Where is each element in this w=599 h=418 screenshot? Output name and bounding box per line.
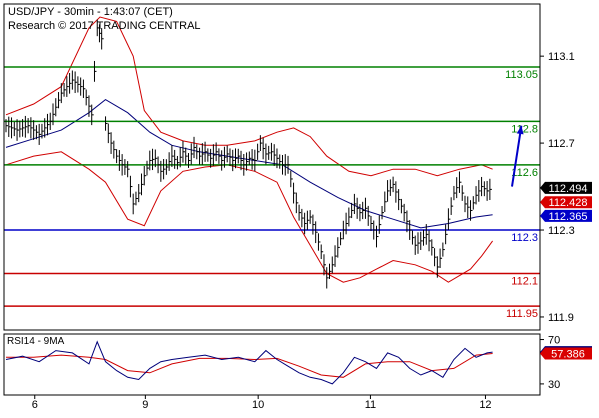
y-tick-label: 111.9 — [548, 312, 574, 324]
x-tick-label: 10 — [252, 399, 264, 411]
x-tick-label: 12 — [479, 399, 491, 411]
rsi-ma-line — [6, 353, 493, 378]
rsi-tag-bg-1 — [540, 347, 592, 360]
y-tick-label: 113.1 — [548, 51, 575, 63]
support-resistance-levels: 113.05 112.8 112.6 112.3 112.1 111.95 — [4, 66, 540, 320]
rsi-series — [5, 340, 493, 385]
price-tag-label-2: 112.365 — [549, 211, 588, 223]
level-label-0: 113.05 — [505, 69, 538, 81]
price-tag-bg-2 — [540, 209, 592, 222]
lower-band-line — [5, 151, 494, 283]
level-label-4: 112.1 — [511, 275, 538, 287]
x-tick-label: 6 — [32, 399, 38, 411]
level-label-1: 112.8 — [511, 123, 538, 135]
y-tick-label: 112.3 — [548, 225, 575, 237]
rsi-tick-label: 70 — [548, 335, 560, 347]
level-label-3: 112.3 — [511, 232, 538, 244]
rsi-tag-label-1: 57.386 — [551, 349, 585, 361]
price-tag-label-0: 112.494 — [549, 183, 588, 195]
rsi-plot-border — [3, 333, 541, 396]
x-tick-label: 11 — [365, 399, 376, 411]
arrow-head — [516, 125, 524, 135]
bollinger-bands — [5, 16, 494, 283]
axis-ticks: 111.9 112.3 112.7 113.1 30 70 6 9 10 11 12 — [32, 51, 575, 411]
chart-frame — [3, 3, 541, 396]
rsi-line — [5, 340, 493, 385]
price-tag-label-1: 112.428 — [549, 197, 588, 209]
level-label-5: 111.95 — [506, 308, 538, 320]
upper-band-line — [5, 16, 493, 177]
x-tick-label: 9 — [142, 399, 148, 411]
main-plot-border — [3, 3, 541, 331]
price-series — [5, 19, 492, 289]
rsi-tick-label: 30 — [548, 379, 560, 391]
arrow-shaft — [511, 125, 523, 187]
price-tag-bg-0 — [540, 181, 592, 194]
rsi-title: RSI14 - 9MA — [7, 336, 65, 347]
chart-title: USD/JPY - 30min - 1:43:07 (CET) — [8, 6, 173, 18]
chart-subtitle: Research © 2017 TRADING CENTRAL — [8, 20, 201, 32]
level-label-2: 112.6 — [511, 167, 538, 179]
forecast-arrow — [511, 125, 524, 187]
price-tag-bg-1 — [540, 196, 592, 209]
y-tick-label: 112.7 — [548, 138, 575, 150]
